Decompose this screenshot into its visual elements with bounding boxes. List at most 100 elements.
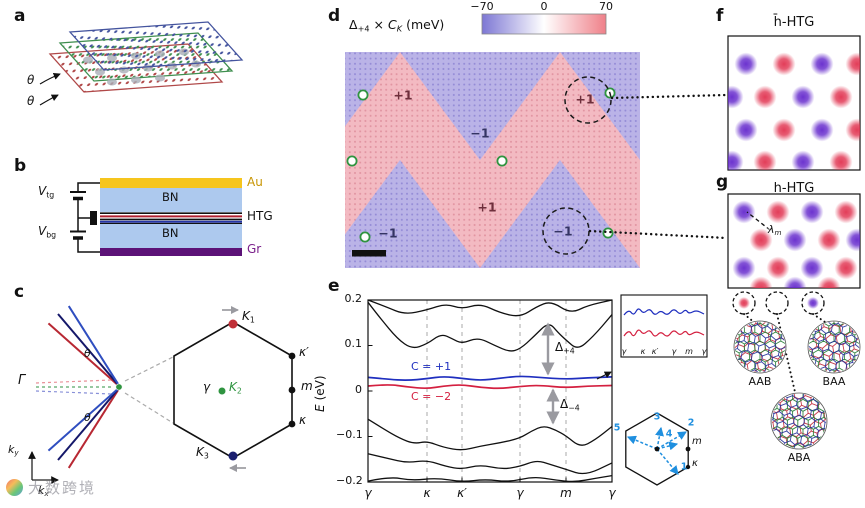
- kx-label: kx: [38, 484, 49, 499]
- moire-dot-purple: [810, 118, 834, 142]
- watermark-logo-icon: [6, 479, 23, 496]
- moire-dot-purple: [732, 200, 756, 224]
- band-flat-band-C+1: [367, 375, 613, 381]
- circuit-wires: [77, 182, 100, 253]
- bz-m-label: m: [692, 436, 702, 447]
- ytick-02: 0.2: [344, 292, 363, 305]
- inset-red: [623, 329, 705, 337]
- moire-dot-red: [817, 228, 841, 252]
- panel-d-map: [345, 52, 640, 268]
- inset-box: [620, 294, 708, 358]
- moire-dot-red: [753, 85, 777, 109]
- panel-label-g: g: [716, 172, 729, 192]
- moire-dot-purple: [791, 150, 815, 170]
- plot-frame: [367, 299, 613, 483]
- moire-dot-purple: [728, 150, 744, 170]
- bz-arrow-number: 1: [680, 461, 688, 473]
- kappa-prime-dot: [288, 352, 296, 360]
- layer-gr: [100, 248, 242, 256]
- inset-tick-4: m: [685, 347, 693, 356]
- moire-dot-red: [845, 52, 860, 76]
- domain-label: +1: [477, 199, 497, 215]
- dashed-site-circle-2: [765, 291, 789, 315]
- band-remote-lower-1: [367, 418, 613, 451]
- domain-label: −1: [470, 125, 490, 141]
- f-moire-dots: [728, 52, 860, 170]
- bn-top-label: BN: [162, 190, 179, 204]
- m-dot: [288, 386, 296, 394]
- vbg-label: Vbg: [38, 224, 57, 240]
- panel-f-image: [727, 35, 861, 171]
- inset-blue: [623, 308, 705, 316]
- moire-dot-red: [766, 200, 790, 224]
- panel-c-bz: [28, 305, 296, 484]
- ytick-0: 0: [355, 383, 362, 396]
- htg-contact: [90, 211, 97, 225]
- panel-label-b: b: [14, 156, 27, 176]
- moire-dot-purple: [783, 276, 807, 288]
- moire-dot-purple: [783, 228, 807, 252]
- watermark: 大数跨境: [6, 477, 96, 498]
- m-label: m: [301, 379, 313, 393]
- connector-baa: [812, 313, 829, 325]
- aab-circle: [733, 320, 787, 374]
- g-moire-dots: [732, 200, 860, 288]
- f-title: h̄-HTG: [773, 15, 815, 30]
- bn-bottom-label: BN: [162, 226, 179, 240]
- watermark-text: 大数跨境: [28, 479, 97, 497]
- lambda-m-line: [746, 211, 771, 231]
- moire-dot-red: [834, 256, 858, 280]
- stacking-annotations: [732, 291, 861, 450]
- panel-a-lattice: [39, 21, 244, 106]
- site-dot-purple: [807, 297, 819, 309]
- moire-dot-purple: [800, 200, 824, 224]
- theta-label-top: θ: [27, 73, 35, 87]
- bz-arrow-4: [656, 441, 679, 451]
- bz-arrow-number: 5: [613, 422, 621, 434]
- domain-label: −1: [553, 223, 573, 239]
- moire-dot-red: [772, 118, 796, 142]
- axis-ticks: [367, 299, 613, 483]
- panel-e-plot: [367, 294, 708, 486]
- bz-inset-hexagon: [625, 412, 689, 486]
- domain-label: −1: [378, 225, 398, 241]
- ytick-m01: −0.1: [336, 428, 363, 441]
- bz-kappa-label: κ: [692, 458, 698, 469]
- aa-site-marker: [346, 155, 358, 167]
- lambda-m-label: λm: [768, 223, 782, 238]
- bz-arrow-5: [626, 435, 658, 450]
- theta-c-top: θ: [84, 347, 91, 360]
- moire-dot-purple: [734, 52, 758, 76]
- stacking-label-aba: ABA: [787, 451, 811, 464]
- aa-site-marker: [496, 155, 508, 167]
- band-remote-lower-3: [367, 474, 613, 483]
- domain-label: +1: [393, 87, 413, 103]
- chern-minus-label: C = −2: [411, 390, 452, 403]
- panel-d-colorbar: [481, 13, 607, 35]
- au-label: Au: [247, 175, 263, 189]
- moire-dot-red: [829, 150, 853, 170]
- xtick-gamma1: γ: [364, 486, 372, 500]
- layer-bn-bottom: [100, 224, 242, 248]
- ytick-m02: −0.2: [336, 474, 363, 487]
- d-title: Δ+4 × CK (meV): [349, 17, 445, 34]
- layer-au: [100, 178, 242, 188]
- bz-center-dot: [654, 446, 660, 452]
- bz-arrow-2: [656, 431, 687, 450]
- kappa-label: κ: [299, 413, 307, 427]
- k2-dot: [218, 387, 226, 395]
- ytick-01: 0.1: [344, 337, 363, 350]
- moire-dot-purple: [734, 118, 758, 142]
- xtick-kappa-prime: κ′: [457, 486, 467, 500]
- xtick-m: m: [560, 486, 572, 500]
- moire-dot-red: [766, 256, 790, 280]
- k1-dot: [228, 319, 238, 329]
- gap-top-label: Δ+4: [555, 340, 575, 356]
- aa-site-marker: [602, 227, 614, 239]
- layer-bn-top: [100, 188, 242, 212]
- panel-label-f: f: [716, 6, 724, 26]
- moire-dot-purple: [845, 228, 860, 252]
- k3-label: K3: [196, 445, 209, 461]
